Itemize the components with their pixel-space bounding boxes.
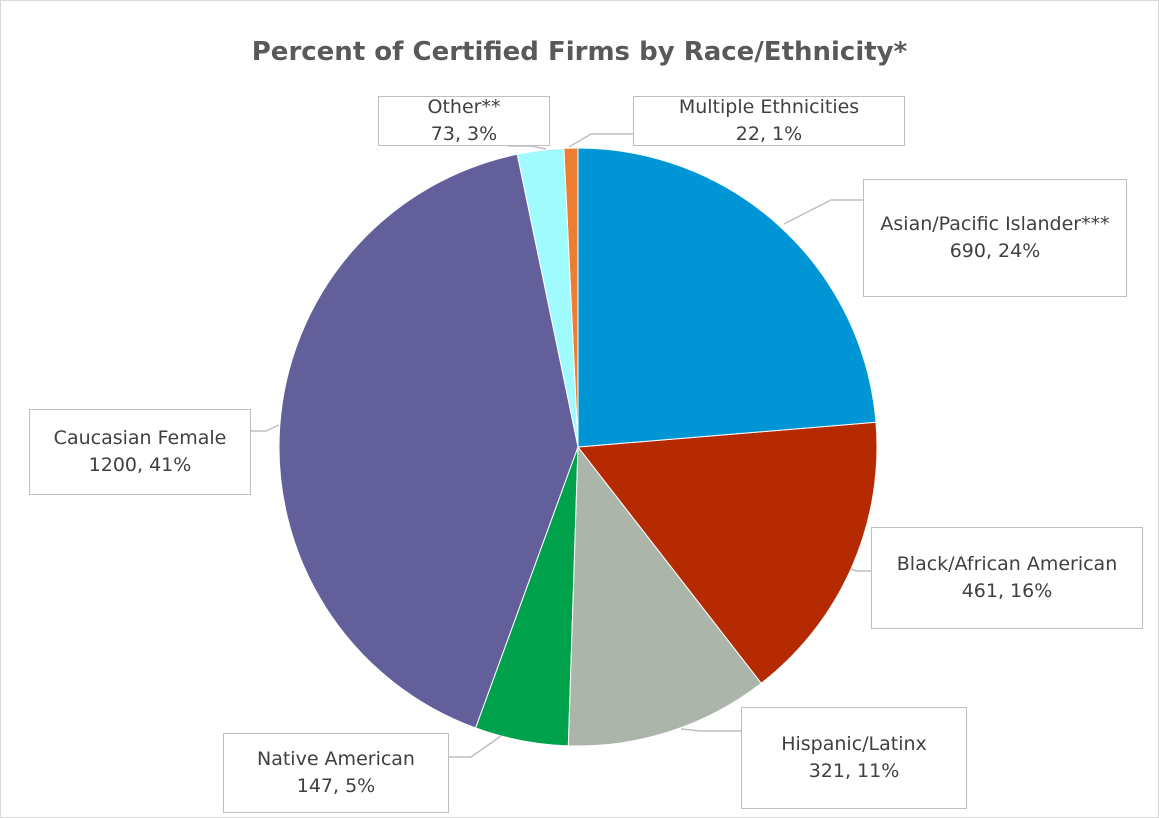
data-label: Asian/Pacific Islander*** 690, 24% (863, 179, 1127, 297)
category-label: Native American (257, 748, 415, 770)
chart-title: Percent of Certified Firms by Race/Ethni… (251, 37, 908, 67)
value-label: 147, 5% (296, 775, 376, 797)
data-label: Native American 147, 5% (223, 733, 449, 813)
value-label: 321, 11% (808, 760, 900, 782)
data-label: Other** 73, 3% (378, 96, 550, 146)
pie-slice (577, 421, 878, 684)
data-label: Multiple Ethnicities 22, 1% (633, 96, 905, 146)
category-label: Asian/Pacific Islander*** (880, 213, 1110, 235)
value-label: 690, 24% (949, 240, 1041, 262)
value-label: 73, 3% (430, 123, 498, 145)
category-label: Other** (427, 96, 501, 118)
leader-line (508, 145, 547, 150)
value-label: 1200, 41% (88, 454, 192, 476)
value-label: 461, 16% (961, 580, 1053, 602)
leader-line (783, 199, 863, 225)
leader-line (850, 568, 871, 572)
data-label: Hispanic/Latinx 321, 11% (741, 707, 967, 809)
pie-slice (567, 445, 762, 747)
category-label: Black/African American (896, 553, 1118, 575)
category-label: Caucasian Female (53, 427, 227, 449)
leader-line (449, 735, 502, 758)
data-label: Caucasian Female 1200, 41% (29, 409, 251, 495)
leader-line (568, 133, 633, 148)
leader-lines (251, 133, 871, 758)
leader-line (680, 728, 741, 732)
data-label: Black/African American 461, 16% (871, 527, 1143, 629)
category-label: Hispanic/Latinx (781, 733, 927, 755)
category-label: Multiple Ethnicities (678, 96, 860, 118)
value-label: 22, 1% (735, 123, 803, 145)
pie-slice (278, 153, 579, 729)
leader-line (251, 424, 280, 432)
pie-slice (577, 147, 877, 448)
